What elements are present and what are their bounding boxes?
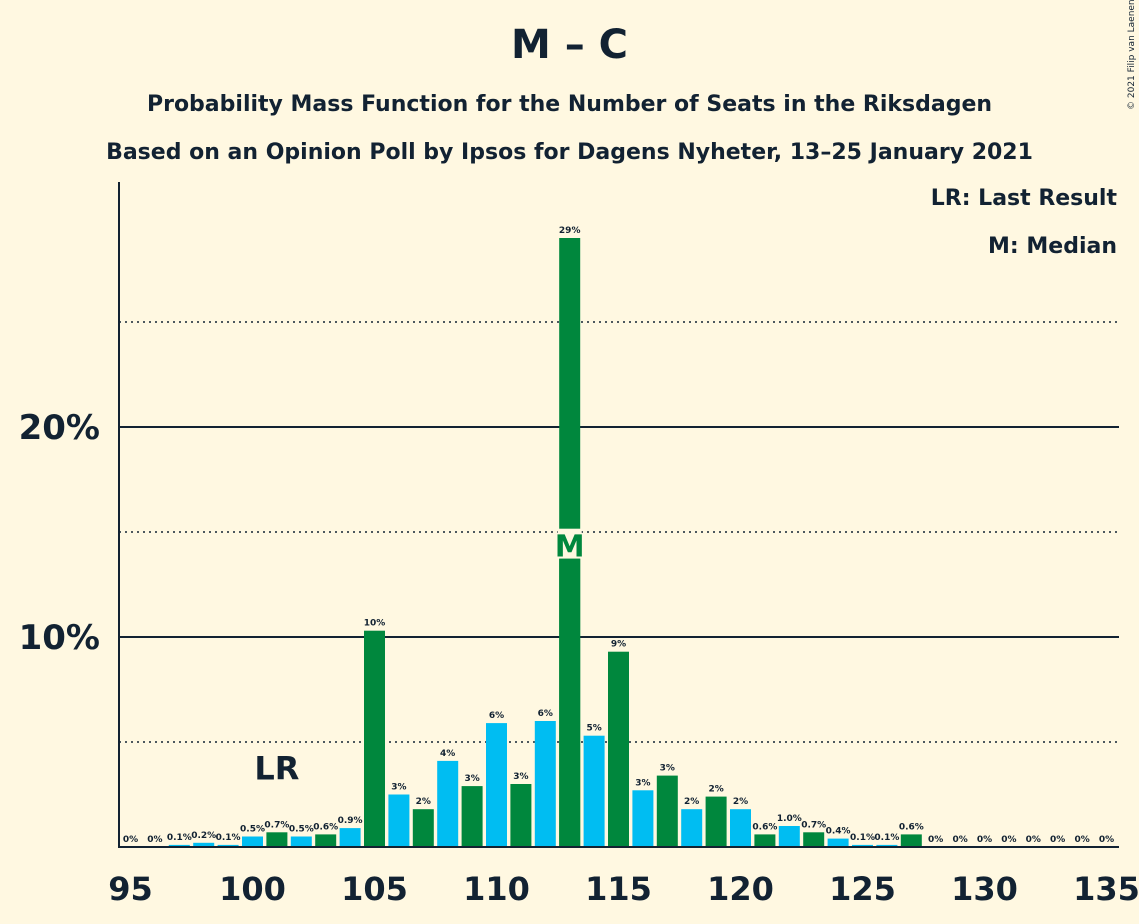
bar-seat-125 (852, 844, 873, 847)
data-label-seat-125: 0.1% (850, 833, 875, 843)
data-label-seat-101: 0.7% (264, 820, 289, 830)
chart-subtitle: Probability Mass Function for the Number… (146, 92, 993, 117)
data-label-seat-119: 2% (708, 785, 723, 795)
chart-title: M – C (510, 22, 628, 68)
data-label-seat-98: 0.2% (191, 831, 216, 841)
data-label-seat-111: 3% (513, 772, 528, 782)
data-label-seat-122: 1.0% (777, 814, 802, 824)
median-marker: M (555, 530, 585, 565)
x-tick-label: 95 (108, 870, 153, 908)
data-label-seat-110: 6% (489, 711, 504, 721)
data-label-seat-132: 0% (1026, 835, 1041, 845)
bar-seat-106 (388, 794, 410, 847)
data-label-seat-133: 0% (1050, 835, 1065, 845)
bar-seat-107 (412, 809, 434, 847)
data-label-seat-104: 0.9% (338, 816, 363, 826)
chart-subtitle-poll: Based on an Opinion Poll by Ipsos for Da… (106, 140, 1033, 165)
data-label-seat-108: 4% (440, 749, 455, 759)
last-result-marker: LR (254, 749, 299, 787)
data-label-seat-113: 29% (559, 226, 581, 236)
data-label-seat-109: 3% (464, 774, 479, 784)
data-label-seat-106: 3% (391, 783, 406, 793)
median-mask (557, 528, 582, 559)
x-tick-label: 135 (1073, 870, 1139, 908)
bar-seat-99 (217, 844, 239, 847)
bar-labels: 0% 0% 0.1% 0.2% 0.1%0.5% 0.7% 0.5% 0.6%0.9%10%3… (123, 226, 1114, 845)
bar-seat-98 (193, 842, 215, 847)
x-tick-label: 100 (219, 870, 286, 908)
bar-seat-100 (242, 836, 263, 847)
data-label-seat-124: 0.4% (826, 827, 851, 837)
bar-seat-103 (315, 834, 337, 847)
bar-seat-123 (803, 832, 825, 847)
bar-seat-118 (681, 809, 703, 847)
x-tick-label: 110 (463, 870, 530, 908)
data-label-seat-128: 0% (928, 835, 943, 845)
annotations: M LR (254, 530, 584, 788)
data-label-seat-134: 0% (1074, 835, 1089, 845)
x-tick-label: 125 (829, 870, 896, 908)
x-tick-label: 130 (951, 870, 1018, 908)
bars (168, 238, 922, 847)
data-label-seat-115: 9% (611, 640, 626, 650)
data-label-seat-126: 0.1% (874, 833, 899, 843)
legend-last-result: LR: Last Result (930, 186, 1117, 211)
bar-seat-110 (486, 723, 507, 847)
data-label-seat-114: 5% (586, 724, 601, 734)
data-label-seat-121: 0.6% (752, 822, 777, 832)
y-tick-labels: 10% 20% (19, 408, 100, 658)
bar-seat-113-lower (559, 558, 581, 847)
bar-seat-122 (778, 826, 800, 847)
bar-seat-120 (730, 809, 751, 847)
y-tick-label: 20% (19, 408, 100, 448)
bar-seat-104 (339, 828, 361, 847)
bar-seat-121 (754, 834, 776, 847)
bar-seat-105 (364, 630, 385, 847)
data-label-seat-107: 2% (416, 797, 431, 807)
bar-seat-111 (510, 784, 532, 847)
bar-seat-117 (656, 775, 678, 847)
data-label-seat-130: 0% (977, 835, 992, 845)
data-label-seat-96: 0% (147, 835, 162, 845)
data-label-seat-118: 2% (684, 797, 699, 807)
bar-seat-109 (461, 786, 483, 847)
bar-seat-108 (437, 760, 459, 847)
data-label-seat-120: 2% (733, 797, 748, 807)
y-tick-label: 10% (19, 618, 100, 658)
bar-seat-119 (705, 796, 727, 847)
data-label-seat-135: 0% (1099, 835, 1114, 845)
bar-seat-112 (534, 721, 556, 847)
bar-seat-116 (632, 790, 654, 847)
bar-seat-124 (827, 838, 849, 847)
bar-seat-114 (583, 735, 605, 847)
bar-seat-102 (290, 836, 312, 847)
x-tick-label: 115 (585, 870, 652, 908)
x-tick-labels: 95 100 105 110 115 120 125 130 135 (108, 870, 1139, 908)
data-label-seat-97: 0.1% (167, 833, 192, 843)
data-label-seat-95: 0% (123, 835, 138, 845)
x-tick-label: 120 (707, 870, 774, 908)
data-label-seat-131: 0% (1001, 835, 1016, 845)
bar-seat-127 (900, 834, 922, 847)
bar-seat-97 (168, 844, 190, 847)
data-label-seat-100: 0.5% (240, 825, 265, 835)
data-label-seat-117: 3% (660, 764, 675, 774)
bar-seat-101 (266, 832, 288, 847)
data-label-seat-112: 6% (538, 709, 553, 719)
data-label-seat-116: 3% (635, 778, 650, 788)
data-label-seat-102: 0.5% (289, 825, 314, 835)
data-label-seat-105: 10% (364, 619, 386, 629)
bar-seat-126 (876, 844, 898, 847)
data-label-seat-99: 0.1% (216, 833, 241, 843)
legend-median: M: Median (988, 234, 1117, 259)
x-tick-label: 105 (341, 870, 408, 908)
data-label-seat-103: 0.6% (313, 822, 338, 832)
data-label-seat-129: 0% (952, 835, 967, 845)
data-label-seat-123: 0.7% (801, 820, 826, 830)
axes (118, 182, 1119, 848)
data-label-seat-127: 0.6% (899, 822, 924, 832)
bar-seat-115 (608, 651, 629, 847)
